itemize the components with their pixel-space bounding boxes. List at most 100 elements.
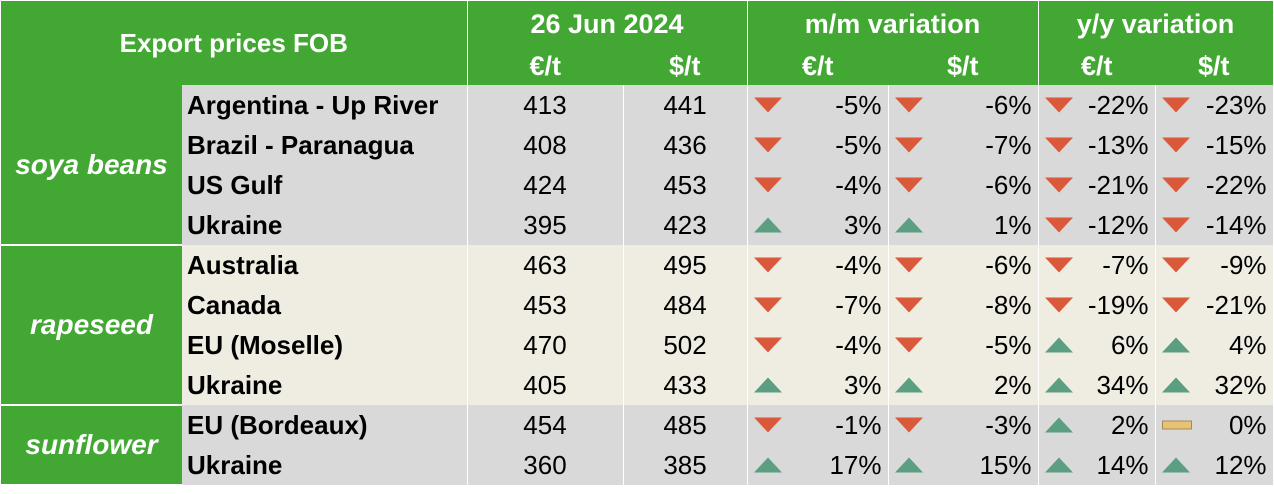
table-row: Brazil - Paranagua 408 436 -5% -7% -13% -15% <box>1 125 1274 165</box>
yy-eur-unit-header: €/t <box>1038 47 1156 85</box>
variation-mm-eur: -4% <box>747 245 889 285</box>
variation-yy-usd: 0% <box>1155 405 1274 445</box>
variation-mm-eur: 17% <box>747 445 889 485</box>
origin-label: Argentina - Up River <box>182 85 468 125</box>
triangle-down-icon <box>1044 97 1073 113</box>
price-eur: 470 <box>467 325 624 365</box>
variation-value: -3% <box>985 409 1032 440</box>
price-usd: 502 <box>623 325 748 365</box>
variation-value: -22% <box>1205 169 1267 200</box>
variation-yy-eur: -19% <box>1038 285 1156 325</box>
table-header: Export prices FOB 26 Jun 2024 m/m variat… <box>1 1 1274 85</box>
triangle-up-icon <box>753 217 782 233</box>
table-row: EU (Moselle) 470 502 -4% -5% 6% 4% <box>1 325 1274 365</box>
variation-mm-eur: -4% <box>747 325 889 365</box>
table-body: soya beans Argentina - Up River 413 441 -5% -… <box>1 85 1274 486</box>
variation-value: -7% <box>835 289 882 320</box>
triangle-up-icon <box>1044 337 1073 353</box>
price-eur: 408 <box>467 125 624 165</box>
triangle-down-icon <box>1044 177 1073 193</box>
origin-label: US Gulf <box>182 165 468 205</box>
origin-label: Canada <box>182 285 468 325</box>
triangle-down-icon <box>1044 257 1073 273</box>
variation-yy-eur: -13% <box>1038 125 1156 165</box>
yy-usd-unit-header: $/t <box>1155 47 1274 85</box>
table-row: Ukraine 395 423 3% 1% -12% -14% <box>1 205 1274 245</box>
variation-mm-usd: -3% <box>888 405 1039 445</box>
variation-yy-eur: 6% <box>1038 325 1156 365</box>
variation-value: 32% <box>1214 369 1267 400</box>
variation-yy-usd: -9% <box>1155 245 1274 285</box>
triangle-up-icon <box>1044 377 1073 393</box>
triangle-down-icon <box>1161 177 1190 193</box>
variation-mm-usd: 15% <box>888 445 1039 485</box>
variation-value: -5% <box>985 329 1032 360</box>
price-eur: 424 <box>467 165 624 205</box>
variation-mm-usd: 2% <box>888 365 1039 405</box>
yy-variation-header: y/y variation <box>1038 1 1274 47</box>
variation-value: -6% <box>985 89 1032 120</box>
commodity-group-label: sunflower <box>1 405 182 486</box>
triangle-down-icon <box>1161 297 1190 313</box>
commodity-group-label: rapeseed <box>1 245 182 406</box>
price-usd: 423 <box>623 205 748 245</box>
variation-value: -7% <box>1102 249 1149 280</box>
triangle-up-icon <box>1044 457 1073 473</box>
price-usd: 385 <box>623 445 748 485</box>
triangle-down-icon <box>753 337 782 353</box>
variation-mm-usd: -7% <box>888 125 1039 165</box>
date-header: 26 Jun 2024 <box>467 1 748 47</box>
variation-value: 3% <box>843 209 882 240</box>
variation-yy-usd: -22% <box>1155 165 1274 205</box>
variation-value: -21% <box>1087 169 1149 200</box>
variation-yy-usd: -15% <box>1155 125 1274 165</box>
triangle-down-icon <box>894 257 923 273</box>
variation-value: -9% <box>1220 249 1267 280</box>
variation-mm-eur: -4% <box>747 165 889 205</box>
triangle-down-icon <box>1161 257 1190 273</box>
price-usd: 441 <box>623 85 748 125</box>
price-usd: 433 <box>623 365 748 405</box>
triangle-down-icon <box>894 137 923 153</box>
variation-value: 0% <box>1228 409 1267 440</box>
variation-yy-eur: -22% <box>1038 85 1156 125</box>
triangle-down-icon <box>1044 137 1073 153</box>
variation-mm-usd: -8% <box>888 285 1039 325</box>
triangle-up-icon <box>894 377 923 393</box>
variation-mm-eur: -7% <box>747 285 889 325</box>
variation-value: -8% <box>985 289 1032 320</box>
triangle-down-icon <box>894 417 923 433</box>
variation-value: -13% <box>1087 129 1149 160</box>
variation-value: -5% <box>835 89 882 120</box>
variation-mm-usd: 1% <box>888 205 1039 245</box>
variation-value: 2% <box>1110 409 1149 440</box>
price-usd: 484 <box>623 285 748 325</box>
triangle-down-icon <box>894 177 923 193</box>
variation-yy-usd: -21% <box>1155 285 1274 325</box>
variation-yy-eur: -21% <box>1038 165 1156 205</box>
price-eur: 405 <box>467 365 624 405</box>
variation-yy-eur: 34% <box>1038 365 1156 405</box>
variation-yy-usd: -23% <box>1155 85 1274 125</box>
table-row: Ukraine 360 385 17% 15% 14% 12% <box>1 445 1274 485</box>
triangle-down-icon <box>1044 297 1073 313</box>
price-eur: 360 <box>467 445 624 485</box>
origin-label: EU (Bordeaux) <box>182 405 468 445</box>
table-row: Canada 453 484 -7% -8% -19% -21% <box>1 285 1274 325</box>
price-eur: 463 <box>467 245 624 285</box>
commodity-group-label: soya beans <box>1 85 182 246</box>
price-usd: 436 <box>623 125 748 165</box>
triangle-up-icon <box>1161 457 1190 473</box>
variation-value: 14% <box>1096 449 1149 480</box>
triangle-down-icon <box>1161 97 1190 113</box>
mm-variation-header: m/m variation <box>747 1 1039 47</box>
variation-value: -7% <box>985 129 1032 160</box>
origin-label: Ukraine <box>182 365 468 405</box>
price-eur: 453 <box>467 285 624 325</box>
variation-yy-eur: -7% <box>1038 245 1156 285</box>
variation-value: -12% <box>1087 209 1149 240</box>
variation-mm-eur: -5% <box>747 85 889 125</box>
triangle-down-icon <box>1161 217 1190 233</box>
